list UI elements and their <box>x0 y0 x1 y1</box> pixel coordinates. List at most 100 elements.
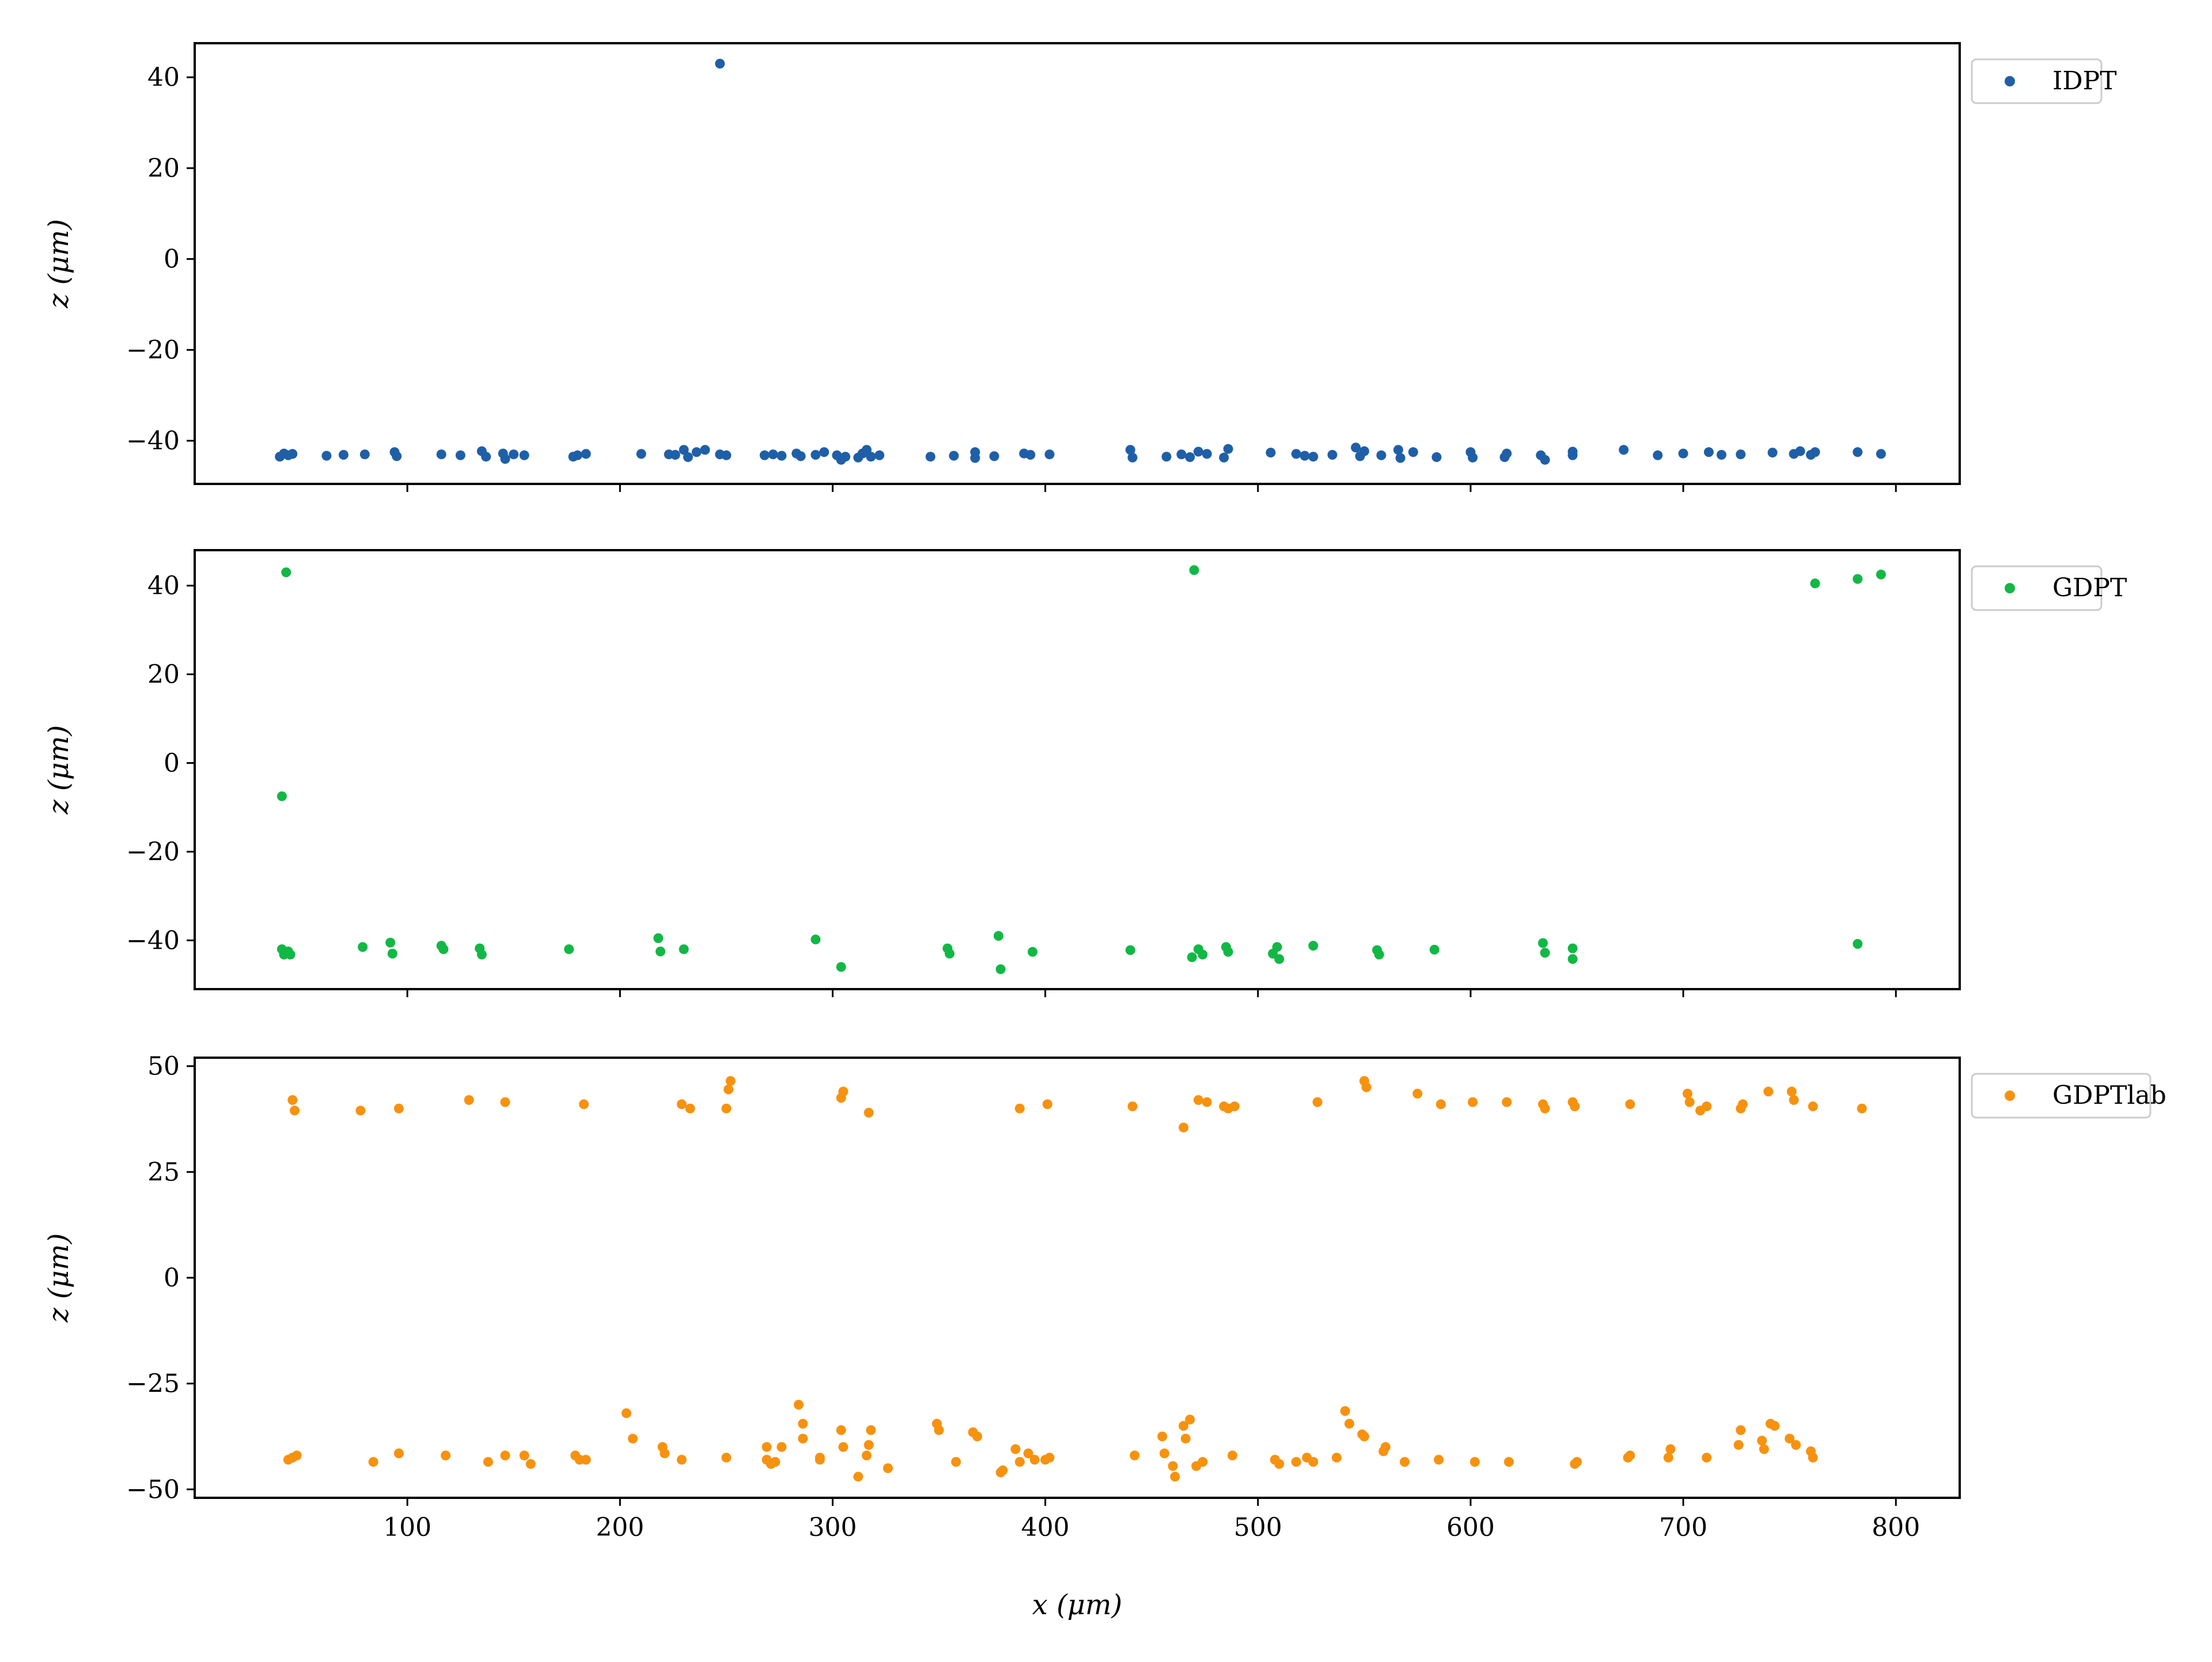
data-point-gdptlab <box>1435 1099 1446 1110</box>
data-point-gdptlab <box>1738 1099 1748 1110</box>
data-point-gdptlab <box>525 1459 536 1469</box>
data-point-idpt <box>359 449 370 460</box>
data-point-idpt <box>455 450 465 460</box>
data-point-gdptlab <box>998 1465 1008 1475</box>
data-point-gdptlab <box>1785 1433 1795 1444</box>
data-point-idpt <box>321 450 332 461</box>
data-point-idpt <box>1176 449 1187 460</box>
data-point-idpt <box>819 447 830 457</box>
data-point-gdptlab <box>1468 1097 1478 1107</box>
data-point-idpt <box>1540 455 1550 465</box>
data-point-gdptlab <box>1857 1103 1867 1114</box>
data-point-idpt <box>796 451 806 461</box>
data-point-gdptlab <box>1702 1452 1712 1463</box>
data-point-gdpt <box>1028 947 1037 957</box>
data-point-idpt <box>1795 446 1805 456</box>
data-point-gdptlab <box>1469 1457 1480 1467</box>
data-point-gdptlab <box>1170 1471 1180 1482</box>
data-point-idpt <box>1502 448 1512 459</box>
data-point-gdptlab <box>725 1076 736 1086</box>
data-point-gdpt <box>1374 949 1384 960</box>
data-point-gdptlab <box>863 1440 874 1450</box>
data-point-idpt <box>840 452 851 462</box>
data-point-gdptlab <box>1540 1103 1550 1114</box>
data-point-gdptlab <box>1684 1097 1695 1107</box>
data-point-gdpt <box>656 947 665 957</box>
data-point-gdptlab <box>676 1455 687 1465</box>
data-point-gdptlab <box>441 1451 451 1460</box>
data-point-idpt <box>1202 449 1212 459</box>
y-tick-label: −40 <box>126 926 180 955</box>
data-point-gdptlab <box>1412 1088 1423 1099</box>
data-point-idpt <box>1408 447 1418 457</box>
data-point-gdpt <box>476 949 487 960</box>
data-point-idpt <box>1717 450 1726 460</box>
data-point-gdpt <box>1198 949 1208 960</box>
data-point-idpt <box>519 450 529 460</box>
data-point-gdptlab <box>1361 1082 1372 1092</box>
legend-label: IDPT <box>2052 66 2117 96</box>
data-point-gdptlab <box>1331 1452 1342 1463</box>
data-point-gdptlab <box>1791 1440 1801 1450</box>
data-point-gdpt <box>836 962 846 972</box>
data-point-idpt <box>925 452 935 462</box>
data-point-gdptlab <box>1400 1457 1410 1467</box>
data-point-gdpt <box>1567 943 1578 953</box>
data-point-idpt <box>1044 449 1055 460</box>
data-point-idpt <box>500 454 510 464</box>
y-tick-label: 20 <box>147 154 180 183</box>
y-tick-label: 50 <box>147 1052 180 1081</box>
data-point-idpt <box>1736 449 1746 460</box>
data-point-gdptlab <box>1702 1101 1712 1111</box>
data-point-idpt <box>1193 446 1203 457</box>
data-point-gdptlab <box>1359 1432 1369 1441</box>
data-point-idpt <box>1619 445 1629 455</box>
legend-box <box>1971 1073 2152 1119</box>
data-point-gdptlab <box>660 1448 670 1459</box>
data-point-gdptlab <box>798 1433 808 1444</box>
data-point-gdptlab <box>368 1457 378 1467</box>
x-tick-label: 300 <box>808 1513 857 1542</box>
data-point-idpt <box>509 449 519 460</box>
data-point-gdptlab <box>1291 1457 1301 1467</box>
data-point-gdptlab <box>1434 1455 1444 1465</box>
data-point-gdptlab <box>1130 1451 1140 1460</box>
data-point-idpt <box>1395 453 1406 463</box>
data-point-idpt <box>670 450 680 460</box>
y-axis-title: z (μm) <box>43 725 75 815</box>
data-point-idpt <box>1300 450 1310 461</box>
data-point-gdpt <box>993 931 1003 941</box>
data-point-gdptlab <box>1127 1101 1138 1111</box>
legend-box <box>1971 58 2103 104</box>
data-point-gdpt <box>276 791 287 801</box>
data-point-idpt <box>392 451 402 461</box>
x-axis-title: x (μm) <box>1032 1589 1123 1621</box>
data-point-gdptlab <box>1202 1097 1212 1107</box>
y-tick-label: 0 <box>164 1263 180 1293</box>
data-point-gdptlab <box>866 1425 876 1435</box>
data-point-gdptlab <box>1340 1406 1350 1416</box>
data-point-gdptlab <box>1010 1444 1021 1454</box>
data-point-gdpt <box>1853 939 1863 949</box>
data-point-gdptlab <box>1757 1436 1767 1446</box>
data-point-gdptlab <box>1663 1452 1673 1463</box>
x-tick-label: 800 <box>1872 1513 1920 1542</box>
data-point-gdptlab <box>798 1418 808 1429</box>
data-point-gdpt <box>281 567 291 577</box>
legend-gdptlab: GDPTlab <box>1971 1073 2166 1119</box>
data-point-gdptlab <box>1157 1432 1168 1441</box>
y-tick-label: 0 <box>164 748 180 778</box>
data-point-gdptlab <box>721 1452 732 1463</box>
data-point-gdptlab <box>1312 1097 1323 1107</box>
data-point-gdptlab <box>1736 1425 1746 1435</box>
data-point-gdpt <box>564 944 574 955</box>
y-tick-label: 0 <box>164 245 180 274</box>
data-point-gdptlab <box>393 1448 404 1459</box>
data-point-idpt <box>949 450 959 461</box>
data-point-gdpt <box>1187 952 1197 963</box>
y-axis-title: z (μm) <box>43 219 75 309</box>
y-tick-label: 40 <box>147 63 180 92</box>
data-point-gdptlab <box>1193 1095 1203 1105</box>
data-point-idpt <box>866 452 876 462</box>
data-point-idpt <box>1359 446 1369 456</box>
